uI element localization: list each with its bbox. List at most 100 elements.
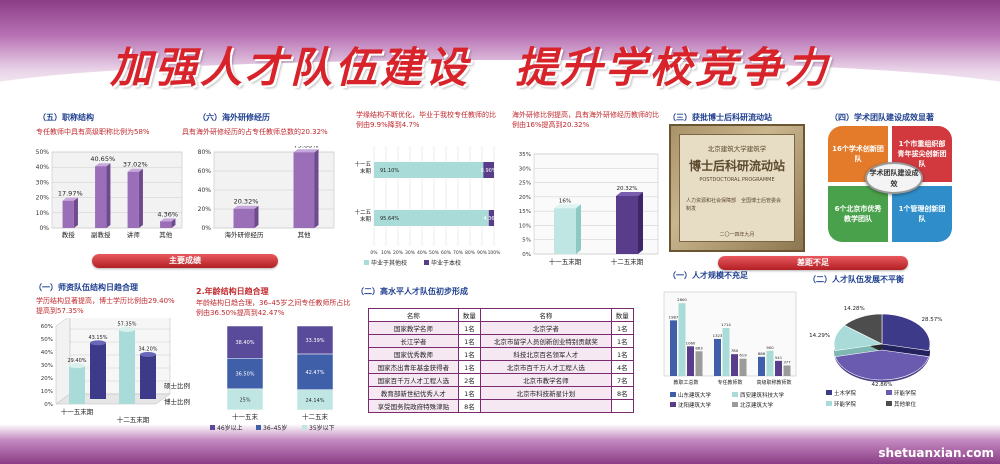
data-label: 883	[695, 345, 703, 350]
data-label: 20.32%	[617, 186, 638, 192]
chart-plot-area	[663, 291, 797, 377]
data-label: 34.20%	[138, 347, 157, 353]
table-cell: 国家优秀教师	[368, 347, 459, 361]
bar	[233, 208, 255, 228]
bar-top	[616, 191, 643, 196]
x-tick-label: 十二五末期	[611, 257, 644, 266]
bar	[739, 358, 747, 376]
bar	[616, 195, 638, 254]
data-label: 619	[739, 353, 747, 358]
legend-swatch	[670, 402, 676, 407]
table-header-row: 名称 数量 名称 数量	[368, 308, 635, 322]
data-label: 377	[783, 359, 791, 364]
table-cell: 1名	[457, 334, 482, 348]
data-label: 2600	[677, 297, 687, 302]
x-tick-label: 70%	[453, 250, 464, 256]
data-label: 38.40%	[235, 340, 254, 346]
legend-swatch	[424, 260, 429, 265]
bar	[775, 360, 782, 376]
x-tick-label: 10%	[381, 250, 392, 256]
bar-segment	[226, 325, 264, 359]
bar	[670, 320, 677, 376]
title-structure-chart: 0% 10% 20% 30% 40% 50% 17.97% 教授 40.65% 副教授 37.02%…	[36, 149, 183, 239]
y-tick-label: 25%	[519, 181, 531, 187]
x-tick-label: 30%	[405, 250, 416, 256]
x-tick-label: 40%	[417, 250, 428, 256]
data-label: 25%	[239, 397, 250, 403]
team-quadrant-center: 学术团队建设成效	[865, 162, 923, 194]
bar	[678, 303, 686, 376]
data-label: 91.10%	[380, 168, 399, 174]
table-cell: 北京学者	[480, 321, 612, 335]
table-cell: 长江学者	[368, 334, 459, 348]
overseas-note: 具有海外研修经历的占专任教师总数的20.32%	[182, 128, 328, 136]
legend-swatch	[670, 392, 676, 397]
table-cell	[610, 399, 635, 413]
legend-label: 北京建筑大学	[740, 401, 774, 409]
x-tick-label: 十一五末期	[549, 257, 582, 266]
x-tick-label: 80%	[465, 250, 476, 256]
legend-swatch	[886, 401, 892, 406]
x-tick-label: 副教授	[91, 230, 111, 239]
bar	[783, 365, 791, 376]
data-label: 14.29%	[809, 333, 830, 339]
x-tick-label: 其他	[159, 230, 173, 239]
data-label: 20.32%	[234, 198, 259, 206]
table-row: 享受国务院政府特殊津贴 8名	[368, 399, 635, 413]
cylinder-body	[119, 329, 135, 404]
certificate-plate: 北京建筑大学建筑学 博士后科研流动站 POSTDOCTORAL PROGRAMM…	[679, 134, 795, 242]
overseas-heading: （六）海外研修经历	[198, 113, 270, 122]
legend-label: 沈阳建筑大学	[678, 401, 712, 409]
imbalance-heading: （二）人才队伍发展不平衡	[808, 275, 904, 284]
team-quadrant-bottom-left: 6个北京市优秀教学团队	[828, 186, 888, 242]
x-tick-label: 90%	[477, 250, 488, 256]
legend-label: 36–45岁	[263, 424, 287, 432]
y-tick-label: 50%	[36, 149, 50, 156]
legend-swatch	[364, 260, 369, 265]
table-cell: 北京市教学名师	[480, 373, 612, 387]
bar-segment	[226, 388, 264, 411]
table-cell: 国家百千万人才工程人选	[368, 373, 459, 387]
bar-segment	[296, 325, 334, 355]
legend-label: 环能学院	[894, 389, 917, 397]
bar-top	[233, 205, 259, 209]
academic-team-heading: （四）学术团队建设成效显著	[830, 113, 934, 122]
y-tick-label: 5%	[522, 238, 531, 244]
y-tick-label: 十一五末期	[354, 160, 371, 175]
y-tick-label: 20%	[198, 206, 212, 213]
bar-segment	[374, 210, 489, 226]
bar	[731, 354, 738, 376]
legend-swatch	[826, 390, 832, 395]
overseas-chart: 0% 20% 40% 60% 80% 20.32% 海外研修经历 79.68% 其他	[198, 146, 335, 239]
bar-side	[171, 218, 176, 228]
x-tick-label: 20%	[393, 250, 404, 256]
x-tick-label: 十二五末期	[117, 415, 150, 424]
y-tick-label: 60%	[41, 324, 53, 330]
bar	[95, 166, 107, 228]
table-cell: 国家杰出青年基金获得者	[368, 360, 459, 374]
bar-side	[254, 205, 259, 228]
cylinder-body	[69, 365, 85, 404]
x-tick-label: 讲师	[127, 230, 141, 239]
data-label: 37.02%	[123, 161, 148, 169]
bar-side	[314, 149, 319, 228]
legend-label: 毕业于本校	[431, 259, 461, 267]
bar-side	[73, 197, 78, 228]
data-label: 900	[766, 345, 774, 350]
y-tick-label: 40%	[198, 187, 212, 194]
table-row: 国家教学名师 1名 北京学者 1名	[368, 321, 635, 335]
overseas-growth-chart: 0% 5% 10% 15% 20% 25% 30% 35% 16% 十一五末期 20.32% 十二五末…	[519, 152, 659, 266]
x-tick-label: 教授	[62, 230, 76, 239]
bar	[293, 152, 315, 228]
y-tick-label: 0%	[44, 402, 53, 408]
legend-swatch	[826, 401, 832, 406]
certificate-line-2: 博士后科研流动站	[688, 159, 785, 173]
bar	[687, 346, 694, 376]
pie-slice	[843, 313, 883, 345]
data-label: 4.36%	[157, 210, 178, 218]
data-label: 33.39%	[305, 338, 324, 344]
legend-label: 46岁以上	[217, 424, 243, 432]
y-tick-label: 0%	[39, 225, 49, 232]
table-cell: 1名	[610, 334, 635, 348]
